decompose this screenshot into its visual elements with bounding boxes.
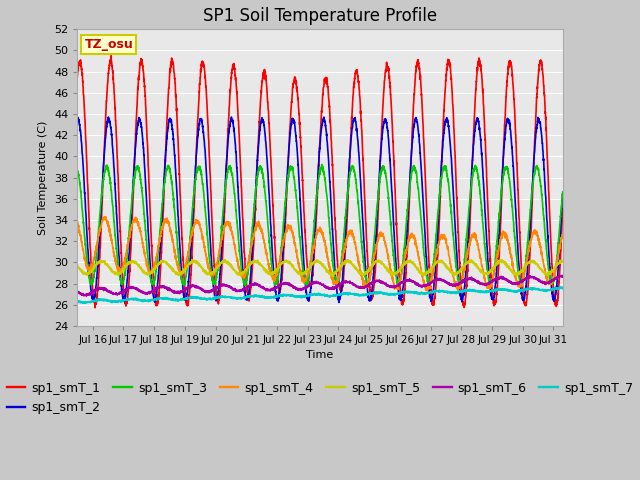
Text: TZ_osu: TZ_osu xyxy=(84,38,133,51)
Legend: sp1_smT_1, sp1_smT_2, sp1_smT_3, sp1_smT_4, sp1_smT_5, sp1_smT_6, sp1_smT_7: sp1_smT_1, sp1_smT_2, sp1_smT_3, sp1_smT… xyxy=(2,377,638,419)
sp1_smT_1 xyxy=(129,197,137,203)
sp1_smT_4 xyxy=(424,288,431,294)
sp1_smT_2 xyxy=(335,300,343,305)
sp1_smT_5 xyxy=(550,267,557,273)
sp1_smT_2 xyxy=(550,296,557,301)
sp1_smT_4 xyxy=(158,225,166,231)
sp1_smT_2 xyxy=(559,191,566,196)
sp1_smT_4 xyxy=(260,237,268,242)
sp1_smT_6 xyxy=(74,289,81,295)
sp1_smT_3 xyxy=(260,175,268,181)
Y-axis label: Soil Temperature (C): Soil Temperature (C) xyxy=(38,120,49,235)
sp1_smT_3 xyxy=(280,210,288,216)
sp1_smT_5 xyxy=(513,273,520,279)
sp1_smT_7 xyxy=(281,292,289,298)
sp1_smT_6 xyxy=(497,275,505,280)
sp1_smT_5 xyxy=(497,258,505,264)
sp1_smT_7 xyxy=(74,299,81,304)
sp1_smT_3 xyxy=(74,168,81,173)
sp1_smT_1 xyxy=(74,74,81,80)
sp1_smT_1 xyxy=(158,242,166,248)
X-axis label: Time: Time xyxy=(307,350,333,360)
sp1_smT_7 xyxy=(129,296,137,301)
Title: SP1 Soil Temperature Profile: SP1 Soil Temperature Profile xyxy=(203,7,437,25)
sp1_smT_2 xyxy=(74,119,81,125)
sp1_smT_5 xyxy=(260,265,268,271)
sp1_smT_6 xyxy=(158,284,166,290)
Line: sp1_smT_3: sp1_smT_3 xyxy=(77,165,563,286)
sp1_smT_7 xyxy=(550,286,557,292)
sp1_smT_7 xyxy=(556,284,563,290)
sp1_smT_3 xyxy=(157,211,165,216)
sp1_smT_4 xyxy=(74,218,81,224)
sp1_smT_1 xyxy=(281,229,289,235)
Line: sp1_smT_1: sp1_smT_1 xyxy=(77,56,563,308)
sp1_smT_5 xyxy=(221,257,229,263)
sp1_smT_6 xyxy=(550,277,557,283)
sp1_smT_1 xyxy=(92,305,99,311)
sp1_smT_7 xyxy=(80,300,88,306)
sp1_smT_1 xyxy=(550,284,557,290)
sp1_smT_1 xyxy=(559,205,566,211)
sp1_smT_5 xyxy=(157,259,165,264)
sp1_smT_6 xyxy=(281,281,289,287)
sp1_smT_6 xyxy=(559,273,566,278)
sp1_smT_3 xyxy=(334,283,342,289)
sp1_smT_3 xyxy=(559,189,566,195)
sp1_smT_6 xyxy=(83,293,90,299)
sp1_smT_3 xyxy=(550,278,557,284)
sp1_smT_6 xyxy=(555,273,563,278)
sp1_smT_3 xyxy=(318,162,326,168)
sp1_smT_1 xyxy=(260,71,268,77)
sp1_smT_7 xyxy=(260,295,268,300)
sp1_smT_1 xyxy=(497,204,505,210)
Line: sp1_smT_6: sp1_smT_6 xyxy=(77,276,563,296)
sp1_smT_4 xyxy=(281,233,289,239)
sp1_smT_7 xyxy=(158,295,166,301)
sp1_smT_2 xyxy=(104,114,112,120)
sp1_smT_2 xyxy=(281,220,289,226)
sp1_smT_4 xyxy=(129,219,137,225)
sp1_smT_7 xyxy=(497,288,505,293)
sp1_smT_4 xyxy=(550,274,557,279)
Line: sp1_smT_4: sp1_smT_4 xyxy=(77,217,563,291)
sp1_smT_2 xyxy=(158,223,166,229)
sp1_smT_4 xyxy=(102,214,109,220)
sp1_smT_4 xyxy=(497,234,505,240)
sp1_smT_5 xyxy=(74,262,81,268)
sp1_smT_1 xyxy=(108,53,115,59)
sp1_smT_2 xyxy=(129,184,137,190)
sp1_smT_6 xyxy=(260,285,268,290)
sp1_smT_6 xyxy=(129,284,137,289)
sp1_smT_3 xyxy=(497,189,505,194)
sp1_smT_5 xyxy=(281,259,289,264)
sp1_smT_5 xyxy=(559,259,566,264)
sp1_smT_3 xyxy=(129,190,136,195)
sp1_smT_2 xyxy=(260,119,268,124)
sp1_smT_4 xyxy=(559,232,566,238)
sp1_smT_2 xyxy=(497,191,505,196)
sp1_smT_5 xyxy=(129,259,136,264)
Line: sp1_smT_5: sp1_smT_5 xyxy=(77,260,563,276)
Line: sp1_smT_7: sp1_smT_7 xyxy=(77,287,563,303)
Line: sp1_smT_2: sp1_smT_2 xyxy=(77,117,563,302)
sp1_smT_7 xyxy=(559,286,566,292)
